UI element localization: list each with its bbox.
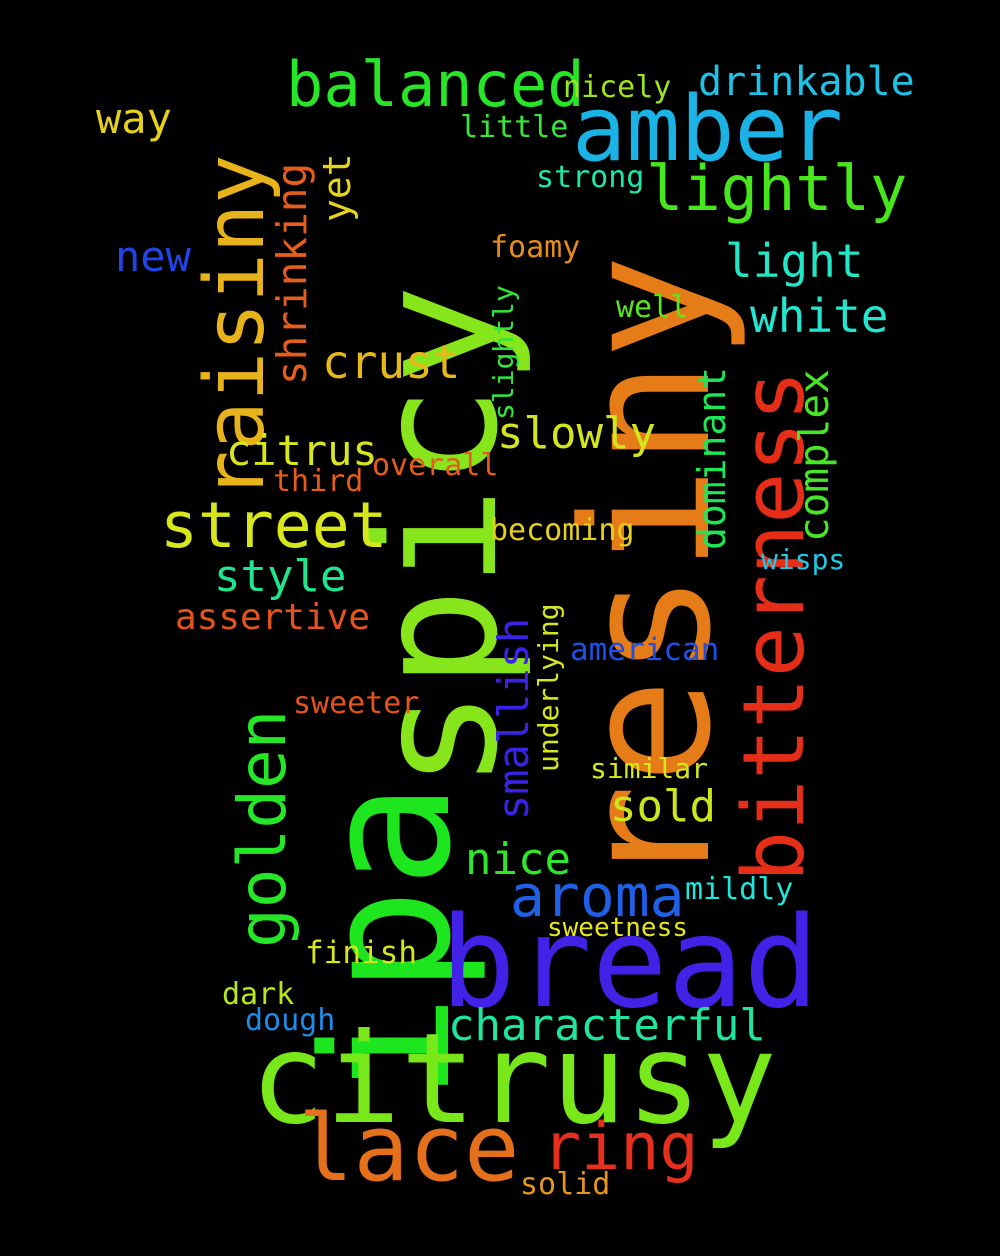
word-american: american: [570, 632, 720, 668]
word-dark: dark: [222, 977, 295, 1012]
word-lightly: lightly: [646, 152, 908, 225]
word-becoming: becoming: [490, 513, 635, 548]
word-slightly: slightly: [487, 285, 520, 420]
word-nicely: nicely: [563, 70, 672, 105]
word-smallish: smallish: [489, 617, 538, 820]
word-drinkable: drinkable: [698, 59, 915, 105]
word-street: street: [160, 489, 388, 562]
word-lace: lace: [298, 1095, 520, 1202]
word-complex: complex: [790, 369, 838, 542]
word-white: white: [750, 289, 889, 343]
word-similar: similar: [590, 752, 709, 785]
word-amber: amber: [572, 77, 843, 182]
word-well: well: [616, 290, 689, 325]
word-assertive: assertive: [175, 597, 371, 638]
word-way: way: [96, 94, 172, 143]
word-slowly: slowly: [497, 408, 656, 459]
word-golden: golden: [224, 709, 301, 948]
word-ring: ring: [542, 1110, 699, 1185]
word-new: new: [115, 232, 191, 281]
word-overall: overall: [372, 448, 499, 483]
word-style: style: [214, 551, 347, 602]
word-yet: yet: [315, 153, 359, 222]
word-sold: sold: [610, 781, 716, 832]
word-aroma: aroma: [510, 862, 685, 930]
word-light: light: [725, 234, 864, 288]
word-citrusy: citrusy: [250, 1007, 777, 1152]
word-balanced: balanced: [286, 48, 585, 121]
word-bread: bread: [440, 889, 820, 1036]
word-dough: dough: [245, 1003, 336, 1038]
word-finish: finish: [305, 935, 417, 971]
word-underlying: underlying: [532, 603, 565, 772]
word-shrinking: shrinking: [268, 162, 316, 385]
word-solid: solid: [520, 1167, 611, 1202]
word-mildly: mildly: [685, 872, 794, 907]
word-sweetness: sweetness: [547, 913, 688, 943]
word-citrus: citrus: [226, 426, 378, 475]
word-dominant: dominant: [690, 366, 734, 550]
word-sweeter: sweeter: [293, 686, 420, 721]
word-foamy: foamy: [490, 230, 581, 265]
word-crust: crust: [322, 335, 461, 389]
word-characterful: characterful: [448, 1000, 766, 1051]
word-strong: strong: [536, 160, 645, 195]
word-third: third: [273, 464, 364, 499]
word-wisps: wisps: [761, 543, 846, 576]
word-little: little: [460, 110, 569, 145]
word-nice: nice: [465, 834, 571, 885]
